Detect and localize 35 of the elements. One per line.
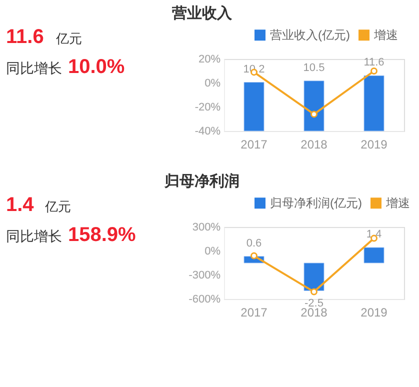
data-label: 0.6 <box>246 237 262 250</box>
x-tick-label: 2017 <box>240 138 268 152</box>
text: 10.0% <box>68 56 125 78</box>
x-tick-label: 2019 <box>360 138 388 152</box>
x-tick-label: 2017 <box>240 306 268 320</box>
point <box>310 110 318 118</box>
point <box>310 288 318 296</box>
text: 158.9% <box>68 224 136 246</box>
y-tick-label: 300% <box>192 222 221 234</box>
text: 亿元 <box>55 31 82 46</box>
legend-label: 营业收入(亿元) <box>270 28 350 42</box>
y-tick-label: -40% <box>194 126 221 138</box>
text: 同比增长 <box>6 228 62 244</box>
y-tick-label: -600% <box>188 294 221 306</box>
x-tick-label: 2018 <box>300 306 328 320</box>
x-tick-label: 2018 <box>300 138 328 152</box>
text: 11.6 <box>6 26 44 48</box>
y-tick-label: 20% <box>198 54 221 66</box>
legend-label: 增速 <box>385 196 410 210</box>
y-tick-label: 0% <box>204 78 221 90</box>
legend-label: 增速 <box>373 28 398 42</box>
legend-label: 归母净利润(亿元) <box>270 196 362 210</box>
y-tick-label: -300% <box>188 270 221 282</box>
y-tick-label: -20% <box>194 102 221 114</box>
point <box>250 252 258 260</box>
text: 1.4 <box>6 194 35 216</box>
data-label: 10.5 <box>303 62 325 74</box>
data-label: 11.6 <box>364 56 384 69</box>
text: 同比增长 <box>6 60 62 76</box>
point <box>370 68 378 74</box>
chart-title: 归母净利润 <box>164 172 240 190</box>
text: 亿元 <box>44 199 71 214</box>
y-tick-label: 0% <box>204 246 221 258</box>
chart-title: 营业收入 <box>171 5 233 22</box>
x-tick-label: 2019 <box>360 306 388 320</box>
